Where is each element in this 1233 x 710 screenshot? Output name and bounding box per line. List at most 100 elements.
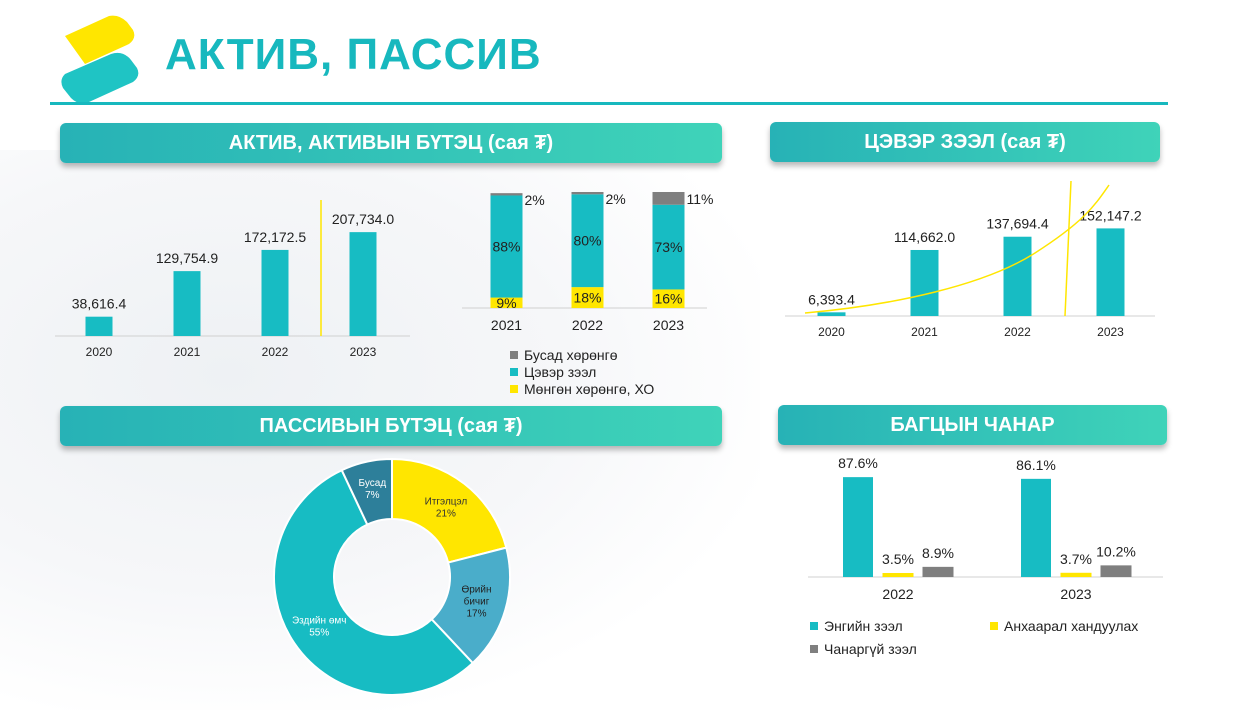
x-tick-2023: 2023 [1060,586,1091,602]
assets-bar-chart: 38,616.4 2020 129,754.9 2021 172,172.5 2022 20… [55,200,410,359]
x-tick-2021: 2021 [911,325,938,339]
x-tick-2022: 2022 [882,586,913,602]
slice-0 [391,457,508,564]
data-label-2022-2: 8.9% [922,545,954,561]
legend-item: Бусад хөрөнгө [510,346,654,363]
segment-label-2022-0: 18% [573,290,601,306]
bar-2022-1 [882,573,914,577]
slice-value-2: 55% [309,627,329,638]
segment-2021-1 [490,195,523,298]
segment-label-2021-1: 88% [492,239,520,255]
slice-name-2-0: Эздийн өмч [292,615,347,626]
data-label-2021: 129,754.9 [156,250,218,266]
legend-swatch [990,622,998,630]
bar-2023-2 [1100,565,1132,577]
bar-2020 [817,312,846,316]
segment-2021-0 [490,297,523,308]
segment-label-2023-0: 16% [654,291,682,307]
legend-label: Мөнгөн хөрөнгө, ХО [524,380,655,397]
legend-label: Энгийн зээл [824,618,903,634]
bar-2023 [349,232,377,336]
net-loans-section-header: ЦЭВЭР ЗЭЭЛ (сая ₮) [770,122,1160,162]
legend-swatch [510,384,518,393]
segment-label-2022-1: 80% [573,233,601,249]
segment-2022-1 [571,194,604,288]
legend-item: Энгийн зээл [810,618,903,634]
bar-2023-0 [1021,478,1051,577]
slice-name-1-0: Өрийн [461,585,491,596]
x-tick-2021: 2021 [174,345,201,359]
legend-item: Цэвэр зээл [510,363,654,380]
data-label-2023: 152,147.2 [1079,207,1141,223]
bar-2023-1 [1060,572,1092,577]
slice-name-3-0: Бусад [359,478,387,489]
data-label-2022: 137,694.4 [986,216,1048,232]
x-tick-2022: 2022 [1004,325,1031,339]
x-tick-2023: 2023 [1097,325,1124,339]
segment-label-2023-2: 11% [687,191,714,207]
data-label-2023-1: 3.7% [1060,551,1092,567]
segment-label-2021-0: 9% [496,295,516,311]
data-label-2022: 172,172.5 [244,229,306,245]
bar-2022 [1003,236,1032,316]
bar-2022 [261,249,289,336]
segment-label-2022-2: 2% [606,191,626,207]
legend-label: Бусад хөрөнгө [524,346,618,363]
legend-label: Чанаргүй зээл [824,641,917,657]
portfolio-quality-chart: 87.6% 3.5% 8.9% 2022 86.1% 3.7% 10.2% 2023 [808,455,1163,602]
legend-item: Анхаарал хандуулах [990,618,1138,634]
x-tick-2021: 2021 [491,317,522,333]
slice-name-0-0: Итгэлцэл [425,496,468,507]
data-label-2023-2: 10.2% [1096,543,1136,559]
slice-3 [340,457,393,526]
net-loans-bar-chart: 6,393.4 2020 114,662.0 2021 137,694.4 2022 152… [785,180,1155,339]
highlight-line [1064,180,1072,317]
data-label-2020: 6,393.4 [808,291,855,307]
segment-2023-0 [652,289,685,308]
legend-label: Анхаарал хандуулах [1004,618,1139,634]
page-title: АКТИВ, ПАССИВ [165,30,542,79]
x-tick-2020: 2020 [86,345,113,359]
legend-item: Мөнгөн хөрөнгө, ХО [510,380,654,397]
data-label-2023: 207,734.0 [332,211,394,227]
x-tick-2023: 2023 [350,345,377,359]
legend-label: Цэвэр зээл [524,363,597,380]
x-tick-2022: 2022 [262,345,289,359]
data-label-2022-0: 87.6% [838,455,878,471]
slice-value-0: 21% [436,508,456,519]
asset-structure-chart: 9% 88% 2% 2021 18% 80% 2% 2022 16% 73% 11% 2023 [462,191,714,333]
bar-2022-2 [922,566,954,577]
slice-2 [273,468,475,696]
slice-value-1: 17% [466,609,486,620]
x-tick-2023: 2023 [653,317,684,333]
bar-2021 [910,249,939,316]
legend-swatch [510,367,518,376]
legend-swatch [810,645,818,653]
segment-2022-0 [571,287,604,308]
title-divider [50,102,1168,105]
slice-name-1-1: бичиг [464,596,490,608]
segment-2023-2 [652,192,685,205]
portfolio-section-header: БАГЦЫН ЧАНАР [778,405,1167,445]
assets-section-header: АКТИВ, АКТИВЫН БҮТЭЦ (сая ₮) [60,123,722,163]
bar-2020 [85,316,113,336]
data-label-2023-0: 86.1% [1016,457,1056,473]
segment-2021-2 [490,193,523,196]
data-label-2021: 114,662.0 [894,229,955,245]
segment-2022-2 [571,192,604,195]
x-tick-2020: 2020 [818,325,845,339]
asset-structure-legend: Бусад хөрөнгө Цэвэр зээл Мөнгөн хөрөнгө, Х… [510,346,654,397]
data-label-2022-1: 3.5% [882,551,914,567]
bar-2022-0 [843,477,873,577]
legend-item: Чанаргүй зээл [810,641,917,657]
segment-label-2023-1: 73% [654,239,682,255]
trendline [804,184,1110,314]
liabilities-section-header: ПАССИВЫН БҮТЭЦ (сая ₮) [60,406,722,446]
segment-label-2021-2: 2% [525,192,545,208]
data-label-2020: 38,616.4 [72,296,127,312]
